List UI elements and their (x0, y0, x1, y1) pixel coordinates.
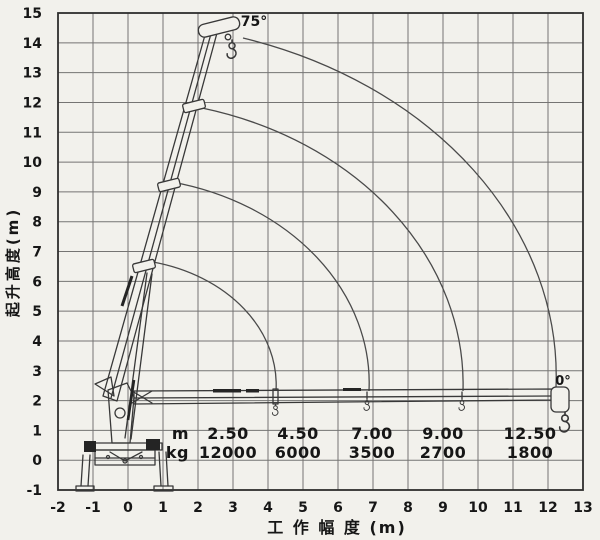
y-tick-label: 12 (23, 95, 42, 111)
hboom-inner-line (133, 395, 554, 399)
lift-cylinder (130, 273, 153, 440)
table-load-value: 6000 (275, 443, 322, 462)
base-bolt (122, 458, 128, 464)
outrigger-beam-right-cap (146, 439, 160, 450)
cylinder-rod (126, 379, 136, 421)
table-radius-value: 7.00 (351, 424, 392, 443)
hboom-dash (213, 389, 241, 393)
y-tick-label: 13 (23, 66, 42, 82)
table-load-value: 12000 (199, 443, 257, 462)
crane-turret (94, 272, 153, 444)
boom-inner-line (110, 29, 213, 399)
boom-flat-angle-label: 0° (555, 374, 571, 389)
table-radius-value: 9.00 (422, 424, 463, 443)
y-tick-label: 6 (32, 274, 42, 290)
y-tick-label: -1 (26, 483, 42, 499)
table-radius-value: 12.50 (503, 424, 556, 443)
crane-illustration (75, 16, 571, 492)
outrigger-leg-left (80, 454, 84, 487)
boom-collar-1 (132, 258, 156, 274)
y-tick-label: 15 (23, 6, 42, 22)
x-tick-label: 2 (193, 500, 203, 516)
y-tick-label: 2 (32, 394, 42, 410)
y-tick-label: 11 (23, 125, 42, 141)
x-tick-label: -1 (85, 500, 101, 516)
boom-collar-2 (157, 177, 181, 193)
table-load-value: 3500 (349, 443, 396, 462)
outrigger-beam-left-cap (84, 441, 96, 452)
y-tick-label: 14 (23, 36, 43, 52)
hboom-dash (343, 388, 361, 391)
x-tick-label: 0 (123, 500, 133, 516)
x-tick-label: 13 (573, 500, 592, 516)
outrigger-foot-left (75, 485, 95, 492)
boom-up-angle-label: 75° (241, 14, 267, 30)
sweep-arc-1 (152, 261, 277, 392)
x-tick-label: 5 (298, 500, 308, 516)
table-row-m-label: m (172, 424, 189, 443)
y-axis-title: 起升高度(m) (4, 207, 22, 318)
boom-head (197, 16, 241, 38)
x-tick-label: 6 (333, 500, 343, 516)
x-tick-label: 9 (438, 500, 448, 516)
base-bolt (105, 454, 111, 460)
y-tick-label: 1 (32, 423, 42, 439)
outrigger-foot-right (153, 485, 174, 492)
x-tick-label: 11 (503, 500, 522, 516)
y-tick-label: 8 (32, 215, 42, 231)
plot-frame (57, 12, 584, 491)
head-sheave (224, 33, 232, 41)
base-brace (109, 451, 143, 462)
y-tick-label: 0 (32, 453, 42, 469)
y-tick-label: 3 (32, 364, 42, 380)
y-tick-label: 4 (32, 334, 42, 350)
sweep-arc-4 (242, 37, 557, 388)
turret-body (107, 382, 135, 444)
x-tick-label: 12 (538, 500, 557, 516)
base-bolt (138, 454, 144, 460)
sweep-arc-2 (171, 181, 370, 392)
x-tick-label: 8 (403, 500, 413, 516)
x-tick-label: -2 (50, 500, 66, 516)
sweep-arc-3 (201, 107, 464, 392)
y-tick-label: 9 (32, 185, 42, 201)
hboom-head (550, 386, 570, 413)
y-tick-label: 10 (23, 155, 43, 171)
x-tick-label: 7 (368, 500, 378, 516)
table-load-value: 1800 (507, 443, 554, 462)
y-tick-label: 7 (32, 245, 42, 261)
outrigger-leg-right (165, 451, 169, 487)
hboom-dash (246, 389, 259, 393)
x-tick-label: 4 (263, 500, 273, 516)
boom-collar-3 (182, 98, 206, 114)
boom-horizontal-0 (133, 386, 571, 433)
boom-sweep-arcs (152, 37, 557, 392)
x-tick-label: 1 (158, 500, 168, 516)
y-tick-label: 5 (32, 304, 42, 320)
turret-hub (114, 407, 126, 419)
outrigger-leg-left (87, 454, 91, 487)
boom-raised-75 (102, 16, 241, 402)
table-radius-value: 2.50 (207, 424, 248, 443)
grid-lines (57, 12, 584, 491)
x-tick-label: 3 (228, 500, 238, 516)
table-radius-value: 4.50 (277, 424, 318, 443)
boom-dark-segment (120, 275, 134, 307)
table-row-kg-label: kg (166, 443, 189, 462)
x-tick-label: 10 (468, 500, 488, 516)
x-axis-title: 工 作 幅 度 (m) (267, 518, 407, 537)
x-axis-ticks: -2 -1 0 1 2 3 4 5 6 7 8 9 10 11 12 13 (50, 500, 593, 516)
outrigger-leg-right (158, 451, 162, 487)
table-load-value: 2700 (420, 443, 467, 462)
